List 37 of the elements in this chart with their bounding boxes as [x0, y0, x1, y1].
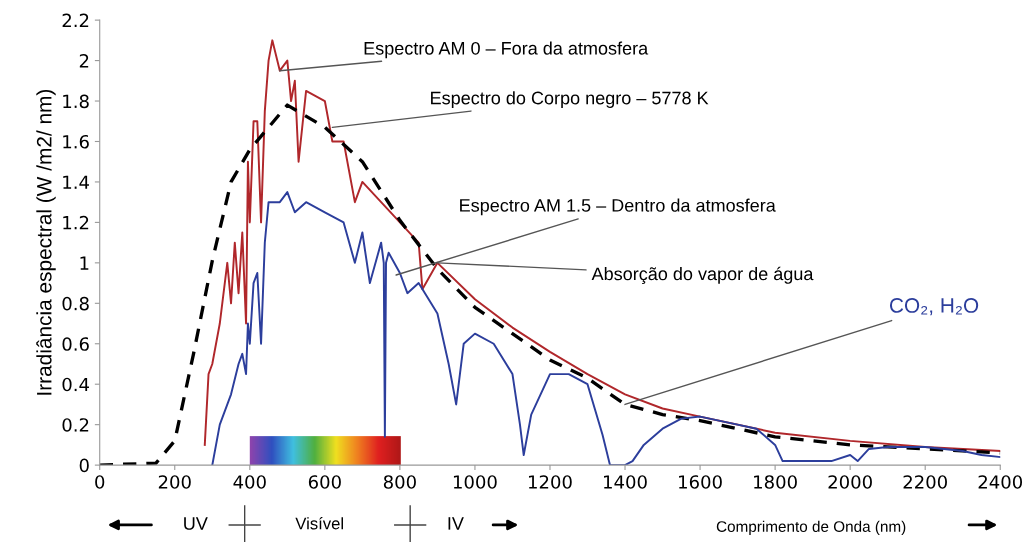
line-series [211, 191, 1001, 466]
x-axis-title: Comprimento de Onda (nm) [716, 520, 906, 535]
y-tick-label: 0.4 [62, 377, 89, 392]
x-tick-label: 200 [158, 475, 191, 489]
y-tick-label: 0.6 [62, 337, 89, 351]
y-tick-label: 0.8 [62, 296, 89, 311]
x-tick-label: 1200 [528, 475, 572, 489]
y-axis-title: Irradiância espectral (W /m2/ nm) [36, 89, 56, 395]
text: IV [448, 517, 464, 530]
x-tick-label: 1600 [679, 475, 722, 489]
annotation: Espectro do Corpo negro – 5778 K [431, 91, 709, 108]
x-tick-label: 400 [233, 475, 266, 489]
annotation: Espectro AM 1.5 – Dentro da atmosfera [460, 198, 776, 216]
x-tick-label: 0 [95, 475, 105, 489]
y-tick-label: 1 [80, 256, 89, 270]
x-tick-label: 1000 [453, 475, 497, 489]
text: Visível [295, 517, 343, 530]
x-tick-label: 2200 [903, 475, 947, 489]
annotation: Absorção do vapor de água [591, 266, 814, 284]
y-tick-label: 0 [79, 458, 89, 473]
x-tick-label: 2400 [978, 475, 1023, 489]
y-tick-label: 0.2 [62, 418, 89, 432]
x-tick-label: 2000 [828, 475, 872, 489]
y-tick-label: 1.6 [63, 134, 89, 149]
x-tick-label: 800 [383, 475, 416, 489]
annotation: Espectro AM 0 – Fora da atmosfera [364, 41, 649, 59]
x-tick-label: 1800 [754, 475, 797, 489]
x-tick-label: 1400 [604, 475, 647, 489]
x-tick-label: 600 [308, 475, 341, 489]
y-tick-label: 2.2 [62, 13, 89, 27]
annotation: CO₂, H₂O [889, 298, 979, 316]
y-tick-label: 1.8 [63, 94, 89, 109]
y-tick-label: 2 [79, 54, 89, 68]
line-series [203, 39, 1001, 452]
text: UV [184, 517, 208, 530]
y-tick-label: 1.2 [63, 215, 89, 230]
y-tick-label: 1.4 [63, 175, 89, 189]
